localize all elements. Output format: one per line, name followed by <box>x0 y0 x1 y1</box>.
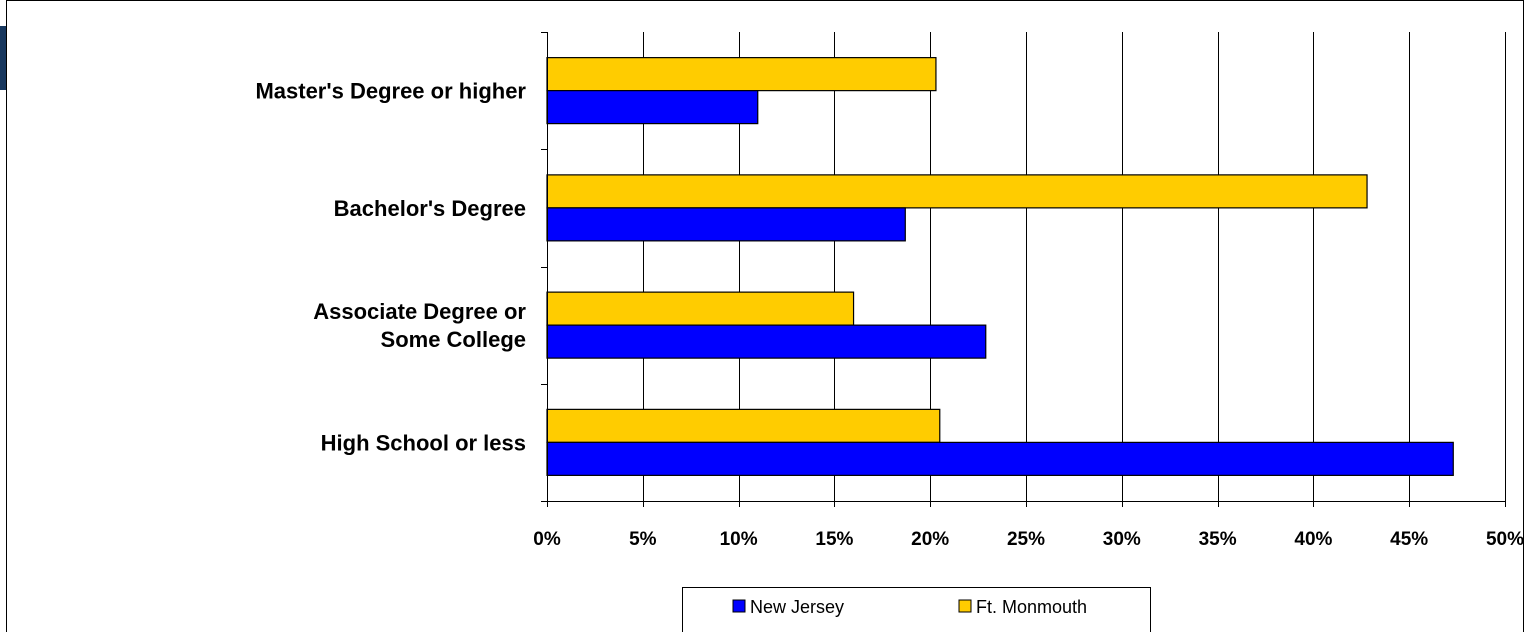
category-label: Master's Degree or higher <box>255 79 526 104</box>
x-tick-label: 45% <box>1390 529 1428 550</box>
accent-bar <box>0 26 7 90</box>
x-tick-label: 30% <box>1103 529 1141 550</box>
bar-new-jersey <box>546 324 987 359</box>
bar-new-jersey <box>546 441 1454 476</box>
x-tick-label: 15% <box>815 529 853 550</box>
category-label-line: Master's Degree or higher <box>255 79 526 104</box>
bar-ft-monmouth <box>546 408 941 443</box>
category-label-line: Some College <box>381 327 526 352</box>
legend-label-new-jersey[interactable]: New Jersey <box>750 597 844 617</box>
x-tick-label: 40% <box>1294 529 1332 550</box>
category-label: High School or less <box>321 430 526 455</box>
legend-swatch-new-jersey <box>732 599 746 613</box>
bar-ft-monmouth <box>546 174 1368 209</box>
bar-ft-monmouth <box>546 57 937 92</box>
x-tick-label: 20% <box>911 529 949 550</box>
x-tick-label: 5% <box>629 529 657 550</box>
legend-box <box>682 587 1151 632</box>
category-label: Associate Degree or Some College <box>313 299 526 352</box>
x-tick-label: 35% <box>1199 529 1237 550</box>
category-label: Bachelor's Degree <box>334 196 526 221</box>
category-labels: Master's Degree or higher Bachelor's Degr… <box>255 79 526 456</box>
x-tick-label: 25% <box>1007 529 1045 550</box>
bar-new-jersey <box>546 207 906 242</box>
x-tick-labels: 0% 5% 10% 15% 20% 25% 30% 35% 40% 45% 50% <box>533 529 1524 550</box>
axes <box>541 32 1506 507</box>
category-label-line: Bachelor's Degree <box>334 196 526 221</box>
legend-swatch-ft-monmouth <box>958 599 972 613</box>
legend-label-ft-monmouth[interactable]: Ft. Monmouth <box>976 597 1087 617</box>
category-label-line: High School or less <box>321 430 526 455</box>
category-label-line: Associate Degree or <box>313 299 526 324</box>
bars <box>546 57 1454 476</box>
x-tick-label: 10% <box>720 529 758 550</box>
bar-new-jersey <box>546 90 759 125</box>
bar-ft-monmouth <box>546 291 855 326</box>
legend[interactable]: New Jersey Ft. Monmouth <box>682 587 1151 632</box>
chart-border <box>6 0 1524 632</box>
x-tick-label: 50% <box>1486 529 1524 550</box>
x-tick-label: 0% <box>533 529 561 550</box>
